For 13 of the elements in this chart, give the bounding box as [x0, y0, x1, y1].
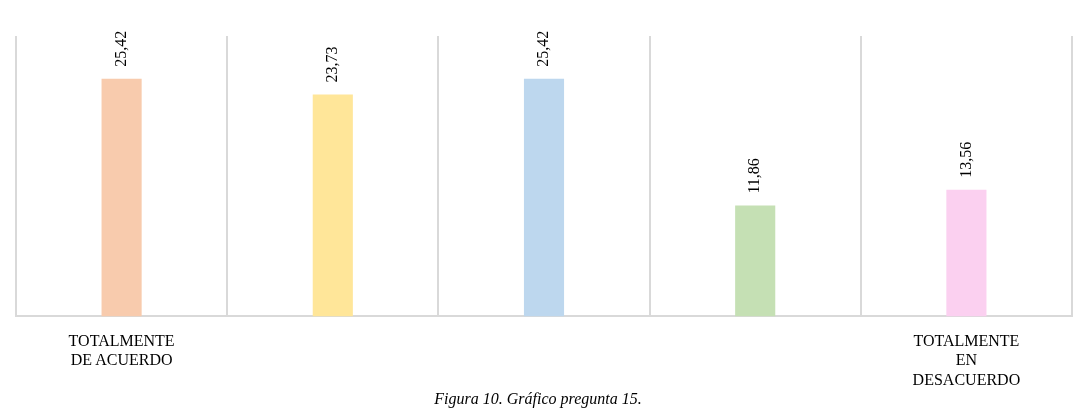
- data-label: 13,56: [956, 141, 974, 178]
- bar: [312, 94, 353, 317]
- x-tick-label: TOTALMENTE EN DESACUERDO: [912, 332, 1021, 388]
- bar: [946, 189, 987, 317]
- text: Figura 10. Gráfico pregunta 15.: [433, 390, 642, 408]
- x-tick-label: TOTALMENTE DE ACUERDO: [68, 332, 175, 369]
- data-label: 25,42: [111, 30, 129, 67]
- bar: [523, 78, 565, 317]
- data-label: 25,42: [534, 30, 552, 67]
- data-label: 23,73: [323, 46, 340, 83]
- bar: [735, 205, 776, 317]
- bar: [101, 78, 142, 317]
- data-label: 11,86: [745, 158, 763, 194]
